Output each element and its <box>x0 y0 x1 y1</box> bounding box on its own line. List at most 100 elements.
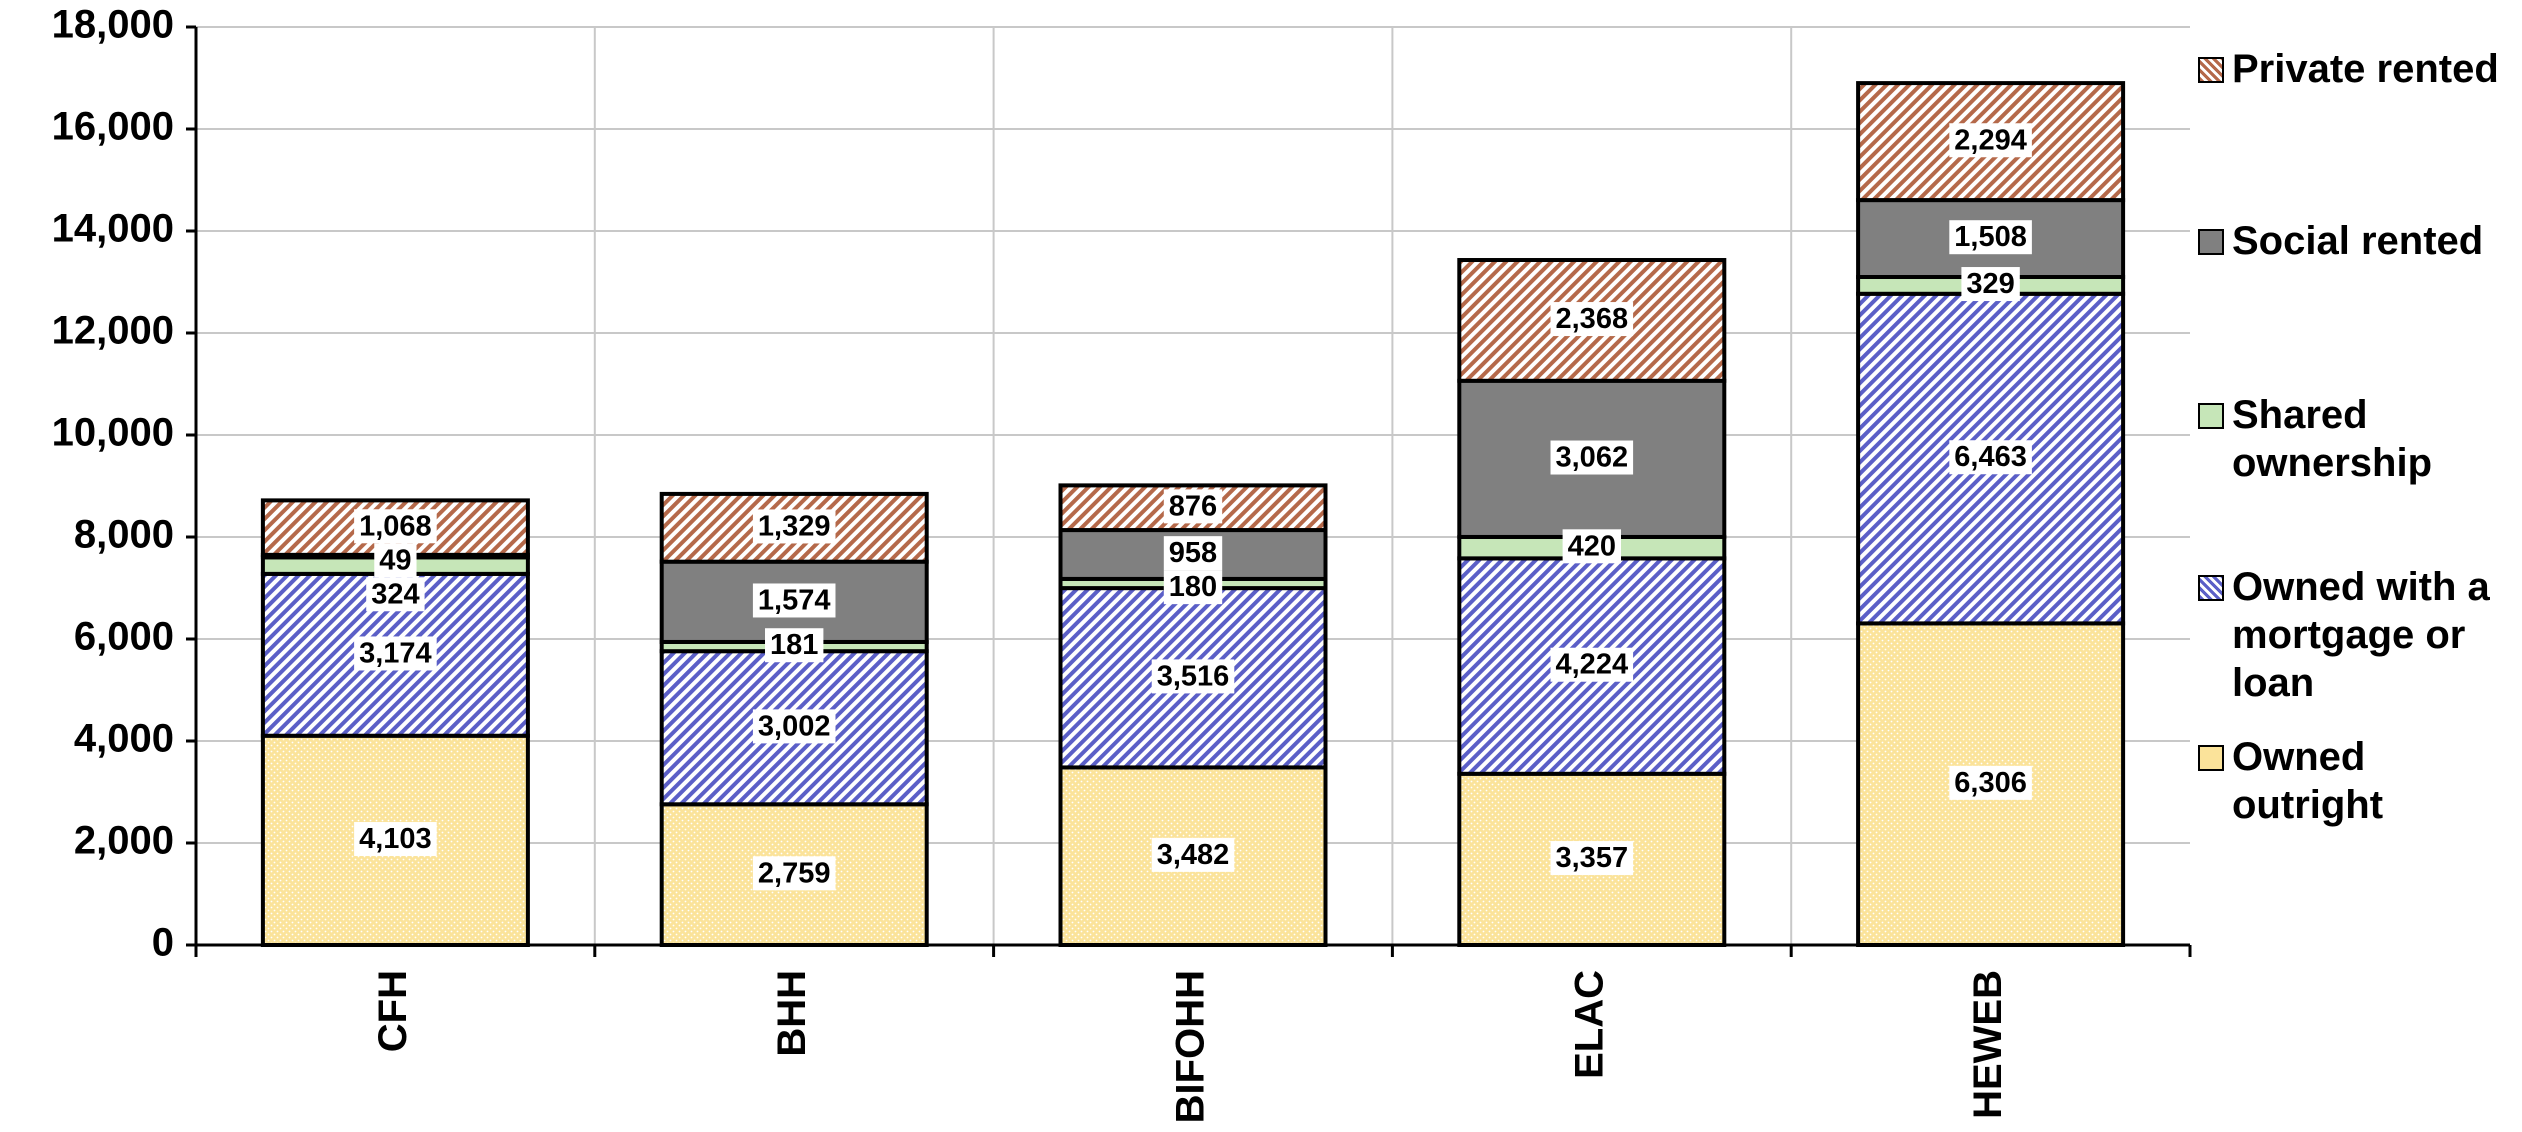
data-label-text: 958 <box>1169 537 1217 569</box>
data-label-text: 49 <box>379 544 411 576</box>
data-label-text: 3,516 <box>1157 660 1230 692</box>
data-label: 1,068 <box>354 509 437 544</box>
data-label-box <box>1949 220 2032 255</box>
legend-item: Social rented <box>2198 217 2518 265</box>
data-label-box <box>1163 536 1223 571</box>
data-label: 6,306 <box>1949 765 2032 800</box>
y-tick-label: 2,000 <box>74 819 174 863</box>
data-label-box <box>1550 440 1634 475</box>
legend-swatch <box>2198 57 2224 83</box>
data-label-box <box>1949 123 2032 158</box>
data-label-text: 6,463 <box>1954 441 2027 473</box>
data-label-box <box>752 583 836 618</box>
data-label: 3,062 <box>1550 440 1634 475</box>
data-label-box <box>1151 659 1235 694</box>
data-label-box <box>1163 570 1223 605</box>
data-label: 1,508 <box>1949 220 2032 255</box>
data-label: 180 <box>1163 570 1223 605</box>
x-tick-label: CFH <box>371 970 415 1052</box>
data-label: 1,329 <box>752 509 836 544</box>
data-label-text: 4,224 <box>1556 649 1629 681</box>
x-tick-label: HEWEB <box>1966 970 2010 1119</box>
data-label-text: 2,759 <box>758 857 831 889</box>
data-label-text: 3,482 <box>1157 839 1230 871</box>
data-label-text: 329 <box>1966 268 2014 300</box>
legend-label: Shared ownership <box>2232 393 2433 485</box>
data-label-text: 1,068 <box>359 510 432 542</box>
y-tick-label: 8,000 <box>74 513 174 557</box>
data-label-box <box>1550 647 1634 682</box>
data-label-text: 1,574 <box>758 584 831 616</box>
data-label-box <box>1163 489 1223 524</box>
data-label: 3,174 <box>354 636 437 671</box>
data-label-box <box>1550 302 1634 337</box>
data-label-box <box>1151 837 1235 872</box>
data-label-box <box>1949 765 2032 800</box>
legend-label: Owned with a mortgage or loan <box>2232 565 2490 705</box>
y-tick-label: 6,000 <box>74 615 174 659</box>
data-label-box <box>354 822 437 857</box>
data-label: 3,357 <box>1550 841 1634 876</box>
y-tick-label: 4,000 <box>74 717 174 761</box>
data-label-box <box>366 577 425 612</box>
data-label-text: 420 <box>1568 530 1616 562</box>
data-label-text: 1,329 <box>758 510 831 542</box>
data-label: 2,368 <box>1550 302 1634 337</box>
x-tick-label: BIFOHH <box>1169 970 1213 1123</box>
data-label-box <box>1949 440 2032 475</box>
data-label: 181 <box>765 628 824 663</box>
data-label-box <box>374 543 417 578</box>
legend-swatch <box>2198 745 2224 771</box>
data-label: 1,574 <box>752 583 836 618</box>
legend-swatch <box>2198 229 2224 255</box>
x-tick-label: BHH <box>770 970 814 1057</box>
data-label-text: 2,368 <box>1556 303 1629 335</box>
legend-item: Shared ownership <box>2198 391 2518 487</box>
legend-item: Owned with a mortgage or loan <box>2198 563 2518 707</box>
data-label: 2,294 <box>1949 123 2032 158</box>
data-label: 4,224 <box>1550 647 1634 682</box>
data-label-text: 3,002 <box>758 710 831 742</box>
data-label-box <box>1961 267 2020 302</box>
data-label: 4,103 <box>354 822 437 857</box>
data-label: 876 <box>1163 489 1223 524</box>
data-label: 329 <box>1961 267 2020 302</box>
legend-label: Social rented <box>2232 219 2484 263</box>
data-label: 6,463 <box>1949 440 2032 475</box>
data-label-box <box>1550 841 1634 876</box>
data-label-text: 4,103 <box>359 823 432 855</box>
data-label-text: 2,294 <box>1954 124 2027 156</box>
data-label-text: 181 <box>770 629 818 661</box>
data-label-text: 3,062 <box>1556 442 1629 474</box>
y-tick-label: 18,000 <box>52 3 174 47</box>
data-label: 49 <box>374 543 417 578</box>
x-tick-label: ELAC <box>1567 970 1611 1079</box>
data-label-box <box>752 509 836 544</box>
data-label-text: 876 <box>1169 490 1217 522</box>
y-tick-label: 0 <box>152 921 174 965</box>
legend-item: Owned outright <box>2198 733 2518 829</box>
data-label-text: 6,306 <box>1954 767 2027 799</box>
data-label: 3,002 <box>752 709 836 744</box>
y-tick-label: 16,000 <box>52 105 174 149</box>
y-tick-label: 12,000 <box>52 309 174 353</box>
legend-swatch <box>2198 575 2224 601</box>
data-label-text: 3,174 <box>359 637 432 669</box>
data-label-text: 1,508 <box>1954 221 2027 253</box>
data-label-text: 180 <box>1169 571 1217 603</box>
data-label: 420 <box>1562 529 1621 564</box>
data-label-box <box>765 628 824 663</box>
data-label: 3,516 <box>1151 659 1235 694</box>
data-label-box <box>354 509 437 544</box>
legend-label: Owned outright <box>2232 735 2384 827</box>
y-tick-label: 14,000 <box>52 207 174 251</box>
data-label-box <box>752 856 836 891</box>
data-label: 324 <box>366 577 425 612</box>
legend-label: Private rented <box>2232 47 2499 91</box>
data-label-box <box>752 709 836 744</box>
data-label-text: 324 <box>371 578 419 610</box>
data-label: 2,759 <box>752 856 836 891</box>
data-label: 958 <box>1163 536 1223 571</box>
